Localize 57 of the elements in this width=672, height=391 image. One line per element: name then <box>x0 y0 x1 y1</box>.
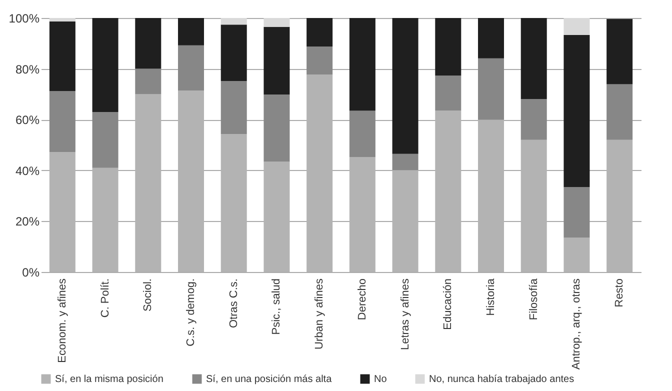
y-tick-label: 80% <box>15 62 40 76</box>
x-tick-label: Educación <box>442 278 454 330</box>
x-tick-label: Otras C.s. <box>228 278 240 328</box>
bar <box>264 26 290 94</box>
bar <box>606 19 633 84</box>
bar <box>135 68 162 94</box>
y-tick-label: 100% <box>8 12 40 26</box>
bar <box>564 238 590 272</box>
bar <box>220 18 247 25</box>
legend-label: Sí, en la misma posición <box>55 374 164 385</box>
bar <box>478 18 504 58</box>
x-tick-label: Resto <box>614 278 626 308</box>
legend-label: No <box>374 374 388 385</box>
y-tick-label: 20% <box>15 214 40 229</box>
legend-label: No, nunca había trabajado antes <box>429 374 574 385</box>
bar <box>392 18 418 154</box>
bar <box>564 18 590 36</box>
bar <box>435 76 462 110</box>
y-tick-label: 0% <box>22 266 40 280</box>
legend-label: Sí, en una posición más alta <box>206 374 332 385</box>
bar <box>349 18 376 111</box>
bar <box>520 18 547 100</box>
bar <box>435 18 462 76</box>
x-tick-label: Sociol. <box>142 278 154 312</box>
bar <box>349 110 376 157</box>
bar <box>49 22 76 92</box>
bar <box>264 18 290 27</box>
bar <box>178 18 204 46</box>
x-tick-label: Psic., salud <box>270 278 283 335</box>
x-tick-label: Econom. y afines <box>56 278 68 363</box>
bar <box>220 80 247 134</box>
bar <box>135 18 162 69</box>
bar <box>306 46 333 75</box>
bar <box>306 18 333 46</box>
bar <box>178 45 204 91</box>
bar <box>92 18 118 112</box>
bar <box>92 112 118 168</box>
x-tick-label: Urban y afines <box>314 278 326 350</box>
bar <box>606 84 633 140</box>
x-tick-label: Antrop., arq., otras <box>570 278 583 370</box>
x-tick-label: C.s. y demog. <box>185 278 197 346</box>
bar <box>49 18 76 22</box>
y-tick-label: 60% <box>15 113 40 128</box>
bar <box>520 99 547 140</box>
x-tick-label: Derecho <box>356 278 368 320</box>
bar <box>264 94 290 162</box>
bar <box>478 58 504 120</box>
bar <box>564 187 590 238</box>
x-tick-label: C. Polít. <box>99 278 112 318</box>
y-tick-label: 40% <box>15 164 40 178</box>
x-tick-label: Letras y afines <box>399 278 412 350</box>
bar <box>392 154 418 170</box>
bar <box>564 35 590 188</box>
bar <box>220 24 247 81</box>
bar <box>49 91 76 152</box>
x-tick-label: Historia <box>485 278 497 316</box>
x-tick-label: Filosofía <box>528 278 540 320</box>
